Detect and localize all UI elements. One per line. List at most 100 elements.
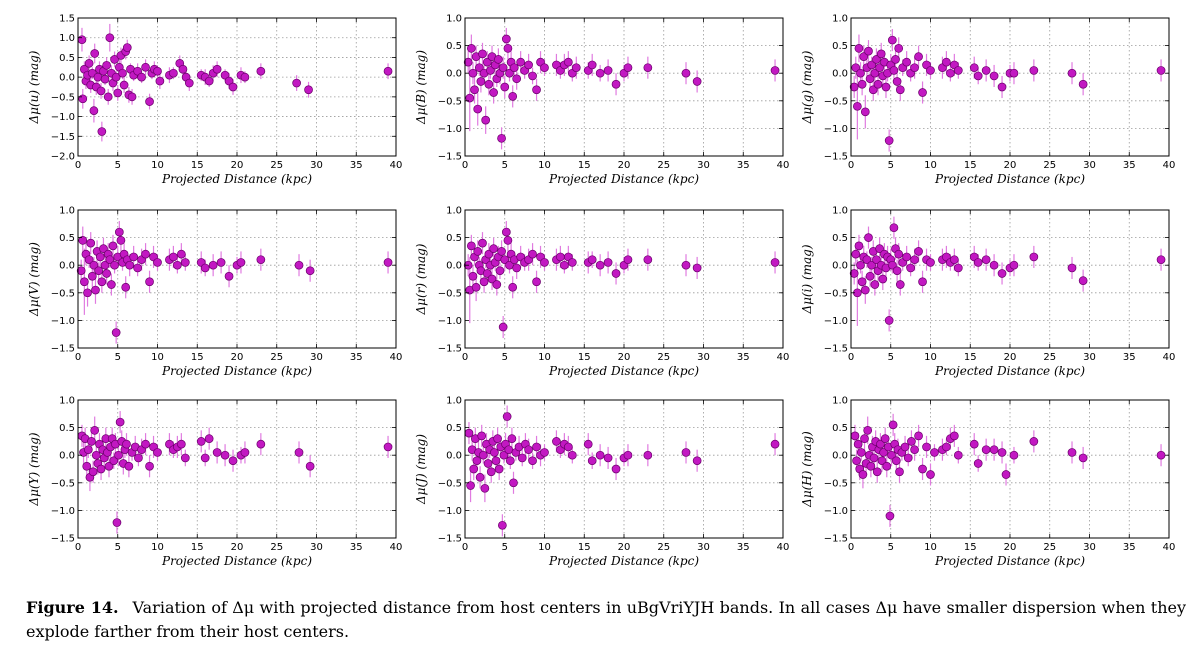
data-point bbox=[770, 66, 780, 75]
x-tick-label: 20 bbox=[231, 160, 244, 171]
data-point bbox=[508, 92, 518, 101]
data-point bbox=[477, 431, 487, 441]
data-point bbox=[603, 453, 613, 463]
data-points bbox=[463, 227, 780, 332]
data-point bbox=[587, 255, 597, 265]
data-point bbox=[595, 450, 605, 460]
x-tick-label: 10 bbox=[151, 542, 164, 553]
x-tick-label: 35 bbox=[350, 160, 363, 171]
x-axis-label: Projected Distance (kpc) bbox=[161, 364, 312, 378]
x-tick-label: 40 bbox=[390, 352, 403, 363]
data-point bbox=[859, 52, 869, 61]
x-tick-label: 5 bbox=[888, 542, 894, 553]
y-tick-label: −1.5 bbox=[438, 534, 462, 545]
x-tick-label: 25 bbox=[657, 160, 670, 171]
data-point bbox=[294, 260, 304, 270]
data-point bbox=[97, 127, 107, 136]
data-point bbox=[875, 63, 884, 73]
data-point bbox=[473, 247, 483, 256]
data-point bbox=[200, 263, 210, 273]
data-point bbox=[91, 450, 101, 460]
data-point bbox=[145, 461, 154, 471]
data-point bbox=[1067, 448, 1077, 457]
data-point bbox=[509, 63, 519, 73]
y-tick-label: 0.5 bbox=[446, 41, 462, 52]
x-tick-label: 30 bbox=[1083, 542, 1096, 553]
data-point bbox=[108, 241, 118, 251]
data-point bbox=[145, 277, 154, 287]
y-tick-label: −1.0 bbox=[824, 124, 848, 135]
x-tick-label: 40 bbox=[390, 160, 403, 171]
y-tick-label: 0.5 bbox=[59, 53, 75, 64]
x-axis-label: Projected Distance (kpc) bbox=[548, 172, 699, 186]
data-point bbox=[611, 464, 621, 474]
data-point bbox=[112, 518, 122, 527]
x-tick-label: 0 bbox=[75, 352, 81, 363]
x-axis-label: Projected Distance (kpc) bbox=[161, 554, 312, 568]
y-tick-label: 1.5 bbox=[59, 14, 75, 25]
scatter-H: 0 5 10 15 20 25 30 35 40 −1.5 −1.0 −0.5 0.0 0.5 1.0 Pro… bbox=[800, 396, 1175, 569]
x-tick-label: 0 bbox=[462, 160, 468, 171]
x-tick-label: 10 bbox=[538, 352, 551, 363]
data-point bbox=[134, 453, 143, 463]
y-tick-label: 0.5 bbox=[832, 423, 848, 434]
data-point bbox=[512, 74, 522, 84]
y-tick-label: 1.0 bbox=[832, 206, 848, 217]
data-point bbox=[623, 63, 633, 73]
data-point bbox=[902, 57, 911, 67]
y-tick-label: 0.5 bbox=[832, 41, 848, 52]
x-tick-label: 5 bbox=[502, 542, 508, 553]
data-point bbox=[118, 68, 127, 78]
data-point bbox=[86, 238, 96, 248]
data-point bbox=[1078, 453, 1088, 463]
data-point bbox=[889, 66, 899, 75]
data-point bbox=[1078, 79, 1088, 89]
data-point bbox=[852, 456, 861, 466]
x-tick-label: 0 bbox=[462, 352, 468, 363]
x-tick-label: 20 bbox=[618, 352, 631, 363]
y-tick-label: −1.0 bbox=[51, 506, 75, 517]
data-point bbox=[116, 236, 126, 245]
data-point bbox=[692, 263, 702, 273]
x-tick-label: 10 bbox=[924, 542, 937, 553]
data-point bbox=[494, 55, 503, 64]
data-point bbox=[587, 60, 597, 70]
data-point bbox=[942, 57, 951, 67]
data-point bbox=[891, 456, 901, 466]
data-point bbox=[501, 227, 511, 237]
data-point bbox=[508, 282, 518, 292]
data-point bbox=[294, 448, 304, 457]
y-axis-label: Δμ(u) (mag) bbox=[27, 50, 41, 124]
data-point bbox=[383, 258, 393, 267]
x-tick-label: 25 bbox=[657, 352, 670, 363]
data-point bbox=[102, 269, 111, 278]
x-axis-label: Projected Distance (kpc) bbox=[161, 172, 312, 186]
data-point bbox=[973, 459, 983, 468]
data-point bbox=[471, 282, 481, 292]
data-point bbox=[141, 62, 150, 72]
data-point bbox=[540, 448, 549, 457]
data-point bbox=[930, 448, 939, 457]
data-point bbox=[1156, 66, 1166, 75]
data-point bbox=[946, 68, 955, 78]
x-tick-label: 35 bbox=[1123, 542, 1136, 553]
x-tick-label: 15 bbox=[578, 352, 591, 363]
data-point bbox=[204, 434, 214, 443]
data-point bbox=[503, 44, 513, 53]
data-point bbox=[104, 461, 114, 471]
y-tick-label: −0.5 bbox=[438, 478, 462, 489]
data-point bbox=[220, 70, 230, 80]
x-tick-label: 35 bbox=[1123, 352, 1136, 363]
y-axis-label: Δμ(g) (mag) bbox=[800, 50, 814, 124]
x-axis-label: Projected Distance (kpc) bbox=[934, 364, 1085, 378]
error-bars bbox=[468, 405, 776, 537]
data-point bbox=[472, 456, 482, 466]
data-point bbox=[1067, 68, 1077, 78]
data-point bbox=[97, 277, 107, 287]
data-point bbox=[173, 260, 182, 270]
data-point bbox=[474, 63, 484, 73]
y-axis-label: Δμ(V) (mag) bbox=[27, 242, 41, 317]
data-point bbox=[973, 71, 983, 81]
data-point bbox=[110, 55, 119, 64]
data-point bbox=[860, 285, 870, 295]
